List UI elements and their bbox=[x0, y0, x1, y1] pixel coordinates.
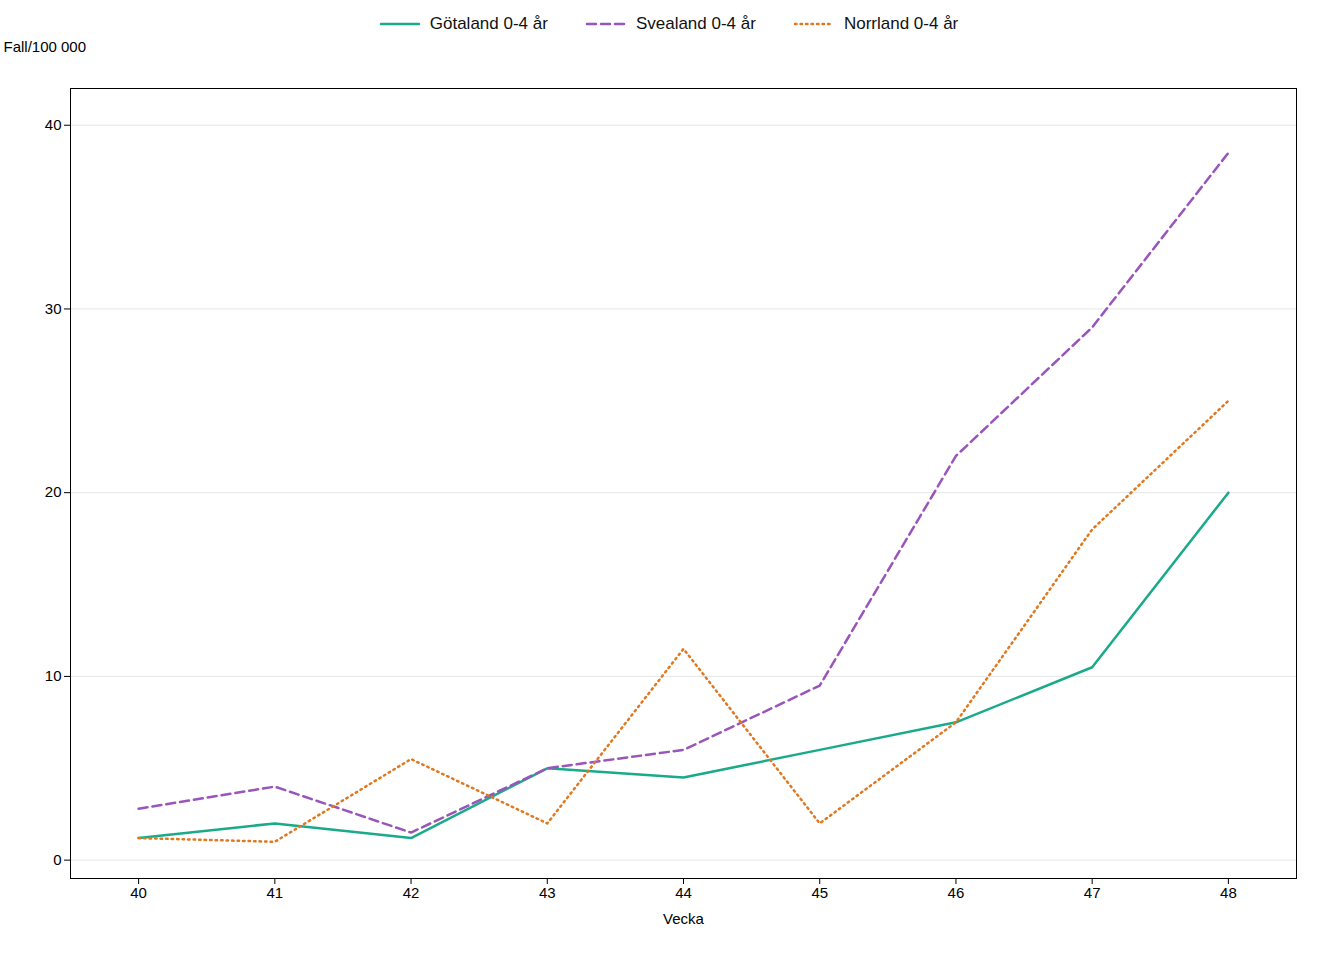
svg-text:10: 10 bbox=[45, 667, 62, 684]
html-text:Götaland 0-4 år: Götaland 0-4 år bbox=[429, 14, 548, 33]
svg-text:Fall/100 000: Fall/100 000 bbox=[4, 38, 87, 55]
svg-text:0: 0 bbox=[53, 851, 61, 868]
svg-text:41: 41 bbox=[266, 884, 283, 901]
svg-text:47: 47 bbox=[1084, 884, 1101, 901]
html-text:Svealand 0-4 år: Svealand 0-4 år bbox=[635, 14, 756, 33]
html-text:Norrland 0-4 år: Norrland 0-4 år bbox=[843, 14, 959, 33]
svg-text:Vecka: Vecka bbox=[663, 910, 705, 927]
svg-text:20: 20 bbox=[45, 483, 62, 500]
svg-text:40: 40 bbox=[130, 884, 147, 901]
svg-text:30: 30 bbox=[45, 300, 62, 317]
svg-text:45: 45 bbox=[811, 884, 828, 901]
svg-text:43: 43 bbox=[539, 884, 556, 901]
svg-text:40: 40 bbox=[45, 116, 62, 133]
svg-text:46: 46 bbox=[948, 884, 965, 901]
svg-text:44: 44 bbox=[675, 884, 692, 901]
svg-text:48: 48 bbox=[1220, 884, 1237, 901]
svg-text:42: 42 bbox=[403, 884, 420, 901]
